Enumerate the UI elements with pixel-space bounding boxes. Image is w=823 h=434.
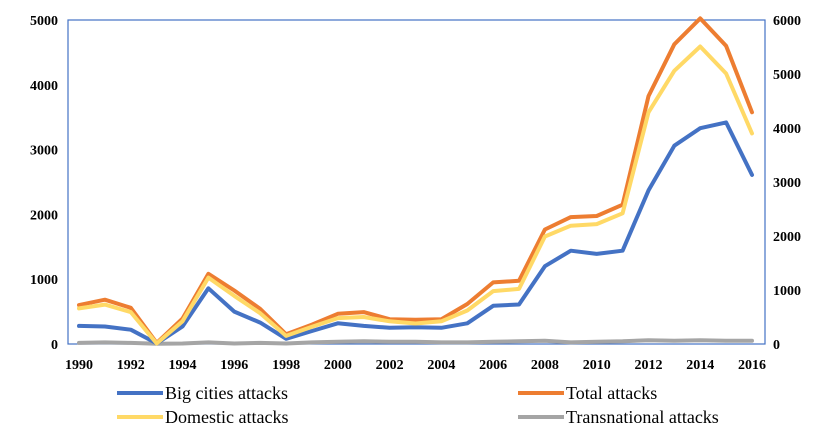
y-right-tick-label-1: 1000 [773,284,801,299]
series-line-3 [77,338,754,346]
y-left-tick-label-3: 3000 [30,144,58,159]
x-tick-label-2: 1994 [169,358,197,373]
y-left-tick-label-4: 4000 [30,79,58,94]
y-right-tick-label-6: 6000 [773,14,801,29]
y-right-tick-label-2: 2000 [773,230,801,245]
x-tick-label-8: 2006 [479,358,507,373]
legend-label-2: Domestic attacks [165,407,288,427]
legend-label-0: Big cities attacks [165,383,288,403]
y-right-tick-label-0: 0 [773,338,780,353]
x-tick-label-6: 2002 [376,358,404,373]
x-tick-label-5: 2000 [324,358,352,373]
x-axis-ticks: 1990 1992 1994 1996 1998 2000 2002 2004 2006 2008… [65,358,766,373]
legend-label-1: Total attacks [566,383,657,403]
y-left-tick-label-1: 1000 [30,273,58,288]
series-lines [77,16,754,346]
left-axis-ticks: 0 1000 2000 3000 4000 5000 [30,14,58,353]
x-tick-label-3: 1996 [220,358,248,373]
x-tick-label-10: 2010 [583,358,611,373]
y-right-tick-label-4: 4000 [773,122,801,137]
right-axis-ticks: 0 1000 2000 3000 4000 5000 6000 [773,14,801,353]
x-tick-label-13: 2016 [738,358,766,373]
series-line-1 [77,16,754,345]
series-line-0 [77,120,754,346]
y-right-tick-label-5: 5000 [773,68,801,83]
y-left-tick-label-5: 5000 [30,14,58,29]
y-left-tick-label-2: 2000 [30,208,58,223]
x-tick-label-1: 1992 [117,358,145,373]
y-left-tick-label-0: 0 [51,338,58,353]
x-tick-label-12: 2014 [686,358,714,373]
x-tick-label-4: 1998 [272,358,300,373]
series-line-2 [77,44,754,346]
x-tick-label-7: 2004 [427,358,455,373]
legend-label-3: Transnational attacks [566,407,719,427]
x-tick-label-0: 1990 [65,358,93,373]
x-tick-label-9: 2008 [531,358,559,373]
legend: Big cities attacks Total attacks Domestic … [117,383,719,427]
x-tick-label-11: 2012 [634,358,662,373]
y-right-tick-label-3: 3000 [773,176,801,191]
plot-area-frame [67,19,766,345]
